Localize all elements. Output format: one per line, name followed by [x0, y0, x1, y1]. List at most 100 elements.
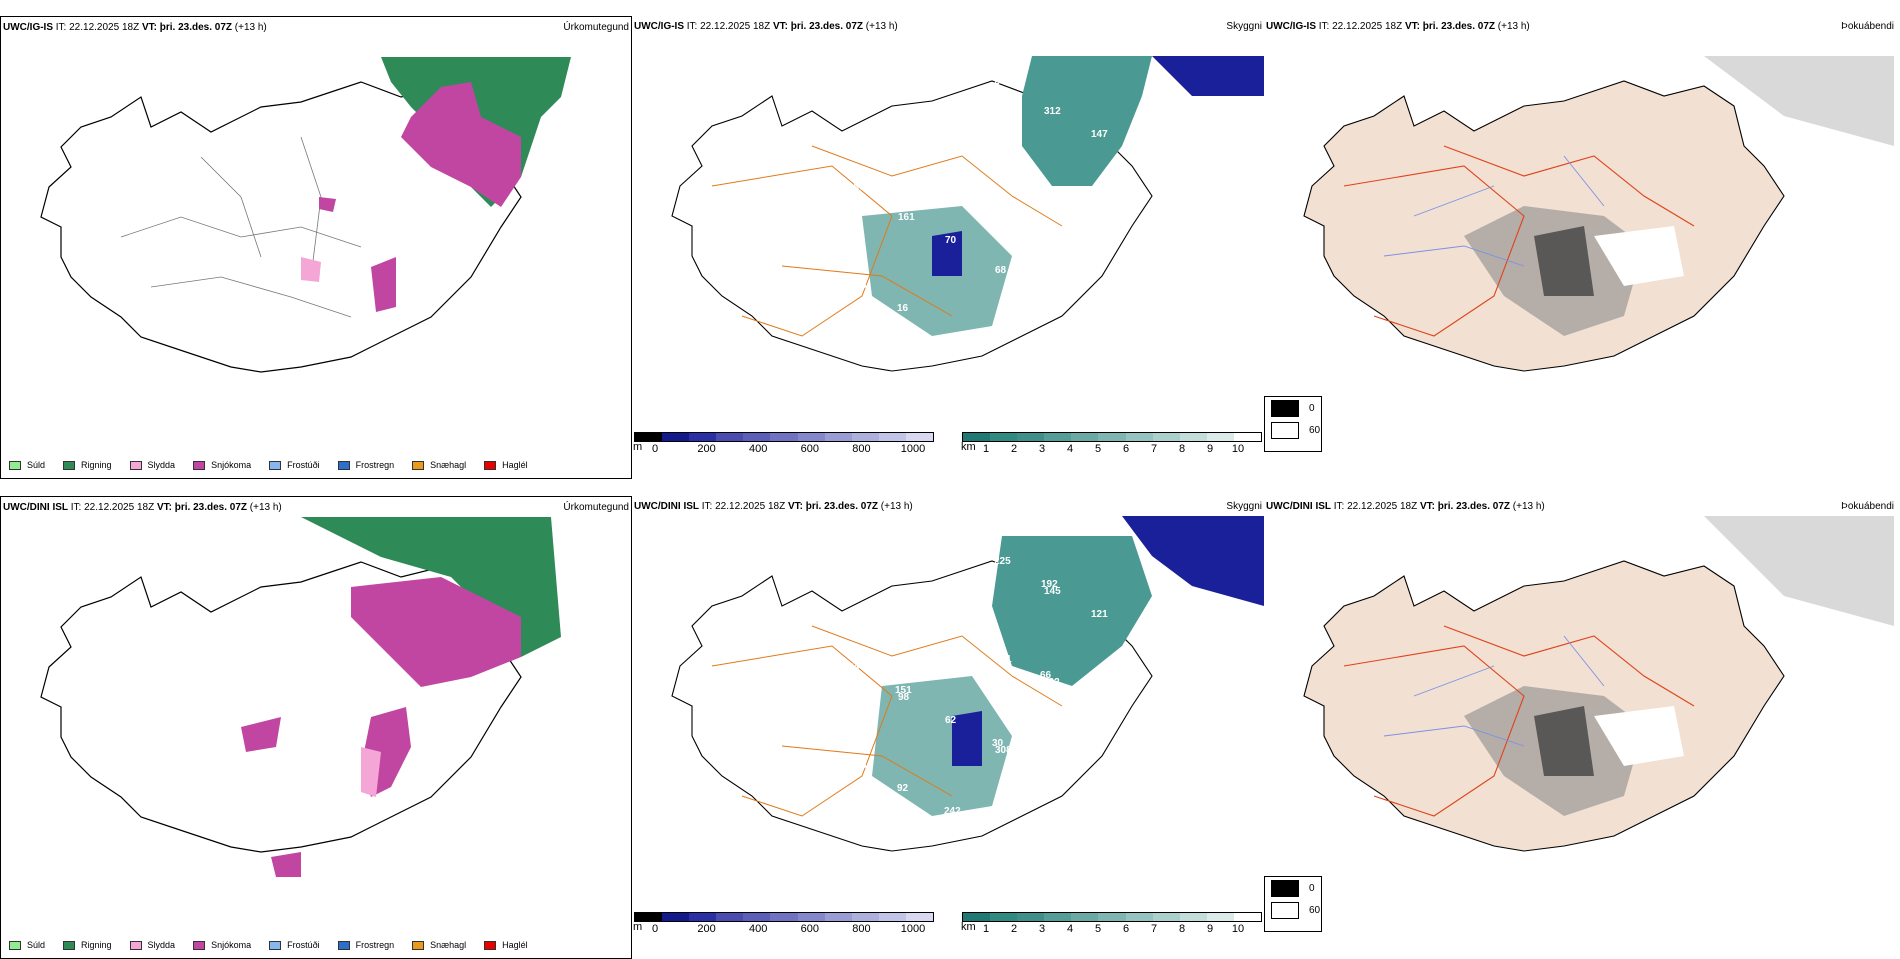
- legend-item: Haglél: [484, 940, 528, 950]
- cloud-base-map: 700 953 228 543 363 268 312 102 161 68 70 86 76 62 170…: [671, 56, 1264, 372]
- colorbar-segment: [851, 433, 879, 441]
- cloud-base-value: 86: [849, 91, 861, 102]
- cloud-base-value: 121: [1091, 609, 1108, 620]
- colorbar-segment: [990, 913, 1018, 921]
- colorbar-segment: [716, 433, 744, 441]
- snow-area: [401, 82, 521, 207]
- colorbar-tick-label: 6: [1122, 923, 1130, 935]
- cloud-base-value: 543: [1093, 227, 1110, 238]
- cloud-base-value: 123: [850, 760, 867, 771]
- colorbar-segment: [1206, 433, 1234, 441]
- cloud-base-value: 225: [994, 556, 1011, 567]
- variable-label-cloud: Skyggni: [1226, 501, 1262, 512]
- legend-item: Frostúði: [269, 940, 320, 950]
- cloud-base-value: 347: [1141, 639, 1158, 650]
- cloud-base-colorbar: 0 200 400 600 800 1000 m: [633, 432, 934, 456]
- cloud-base-value: 62: [1043, 197, 1055, 208]
- colorbar-segment: [1071, 913, 1099, 921]
- colorbar-segment: [1098, 913, 1126, 921]
- cloud-base-value: 312: [1044, 106, 1061, 117]
- cloud-base-value: 67: [1139, 821, 1151, 832]
- cloud-base-value: 228: [996, 174, 1013, 185]
- cloud-base-value: 16: [897, 303, 909, 314]
- cloud-base-value: 33: [1137, 723, 1149, 734]
- cloud-base-value: 133: [1042, 288, 1059, 299]
- cloud-base-value: 111: [996, 654, 1012, 665]
- snow-area-2: [371, 257, 396, 312]
- colorbar-segment: [878, 913, 906, 921]
- colorbar-segment: [1152, 913, 1180, 921]
- colorbar-tick-label: 5: [1094, 443, 1102, 455]
- cloud-base-value: 145: [1044, 586, 1061, 597]
- fog-legend-row2: 0 60: [1264, 876, 1322, 932]
- cloud-base-value: 76: [946, 144, 958, 155]
- colorbar-tick-label: 0: [651, 443, 659, 455]
- variable-label-fog: Þokuábendi: [1841, 501, 1894, 512]
- colorbar-segment: [1152, 433, 1180, 441]
- cloud-base-value: 124: [947, 813, 964, 824]
- colorbar-segment: [1098, 433, 1126, 441]
- colorbar-tick-label: 3: [1038, 443, 1046, 455]
- cloud-base-value: 70: [945, 235, 957, 246]
- sleet-area: [301, 257, 321, 282]
- colorbar-tick-label: 1: [982, 443, 990, 455]
- colorbar-tick-label: 1000: [900, 443, 926, 455]
- legend-item: Súld: [9, 940, 45, 950]
- cloud-base-value: 242: [944, 806, 961, 817]
- colorbar-segment: [770, 433, 798, 441]
- cloud-base-map: 10411311119312312414534798308491.2143143…: [671, 516, 1264, 852]
- cloud-base-value: 363: [850, 280, 867, 291]
- cloud-base-value: 146: [1138, 632, 1155, 643]
- colorbar-tick-label: 2: [1010, 443, 1018, 455]
- cloud-base-value: 75: [896, 594, 908, 605]
- cloud-base-value: 61: [993, 647, 1005, 658]
- cloud-base-value: 193: [1093, 707, 1110, 718]
- cloud-base-value: 170: [1140, 250, 1157, 261]
- cloud-base-value: 491.: [1092, 798, 1112, 809]
- colorbar-segment: [1071, 433, 1099, 441]
- legend-item: Frostregn: [337, 940, 394, 950]
- panel-fog-row1: UWC/IG-IS IT: 22.12.2025 18Z VT: þri. 23…: [1264, 16, 1896, 479]
- colorbar-segment: [963, 913, 991, 921]
- cloud-base-value: 156: [848, 182, 865, 193]
- cloud-base-value: 125: [1139, 341, 1156, 352]
- colorbar-segment: [963, 433, 991, 441]
- cloud-base-value: 113: [899, 601, 916, 612]
- colorbar-segment: [1233, 913, 1262, 921]
- variable-label-fog: Þokuábendi: [1841, 21, 1894, 32]
- fog-legend-row1: 0 60: [1264, 396, 1322, 452]
- colorbar-tick-label: 0: [651, 923, 659, 935]
- legend-item: Snjókoma: [193, 460, 251, 470]
- cloud-base-value: 700: [802, 68, 819, 79]
- colorbar-tick-label: 400: [749, 923, 768, 935]
- colorbar-tick-label: 1000: [900, 923, 926, 935]
- colorbar-tick-label: 8: [1178, 923, 1186, 935]
- colorbar-segment: [1206, 913, 1234, 921]
- colorbar-tick-label: 9: [1206, 443, 1214, 455]
- colorbar-tick-label: 3: [1038, 923, 1046, 935]
- variable-label-precip: Úrkomutegund: [563, 22, 629, 33]
- colorbar-segment: [851, 913, 879, 921]
- precip-type-map: [40, 517, 561, 877]
- cloud-base-value: 84: [848, 662, 860, 673]
- legend-item: Rigning: [63, 940, 112, 950]
- colorbar-tick-label: 6: [1122, 443, 1130, 455]
- cloud-labels-row1: 700 953 228 543 363 268 312 102 161 68 70 86 76 62 170…: [802, 68, 1158, 352]
- colorbar-tick-label: 4: [1066, 923, 1074, 935]
- cloud-base-value: 29: [1140, 730, 1152, 741]
- legend-item: Snjókoma: [193, 940, 251, 950]
- cloud-base-value: 68: [995, 265, 1007, 276]
- variable-label-cloud: Skyggni: [1226, 21, 1262, 32]
- cloud-base-value: 30: [1090, 220, 1102, 231]
- colorbar-segment: [797, 433, 825, 441]
- cloud-base-value: 192: [1041, 579, 1058, 590]
- colorbar-segment: [1233, 433, 1262, 441]
- legend-item: Haglél: [484, 460, 528, 470]
- colorbar-tick-label: 5: [1094, 923, 1102, 935]
- colorbar-segment: [1125, 433, 1153, 441]
- colorbar-segment: [662, 913, 690, 921]
- colorbar-segment: [1179, 433, 1207, 441]
- panel-title-row1-cloud: UWC/IG-IS IT: 22.12.2025 18Z VT: þri. 23…: [634, 21, 898, 32]
- colorbar-segment: [905, 433, 934, 441]
- panel-title-row2-cloud: UWC/DINI ISL IT: 22.12.2025 18Z VT: þri.…: [634, 501, 913, 512]
